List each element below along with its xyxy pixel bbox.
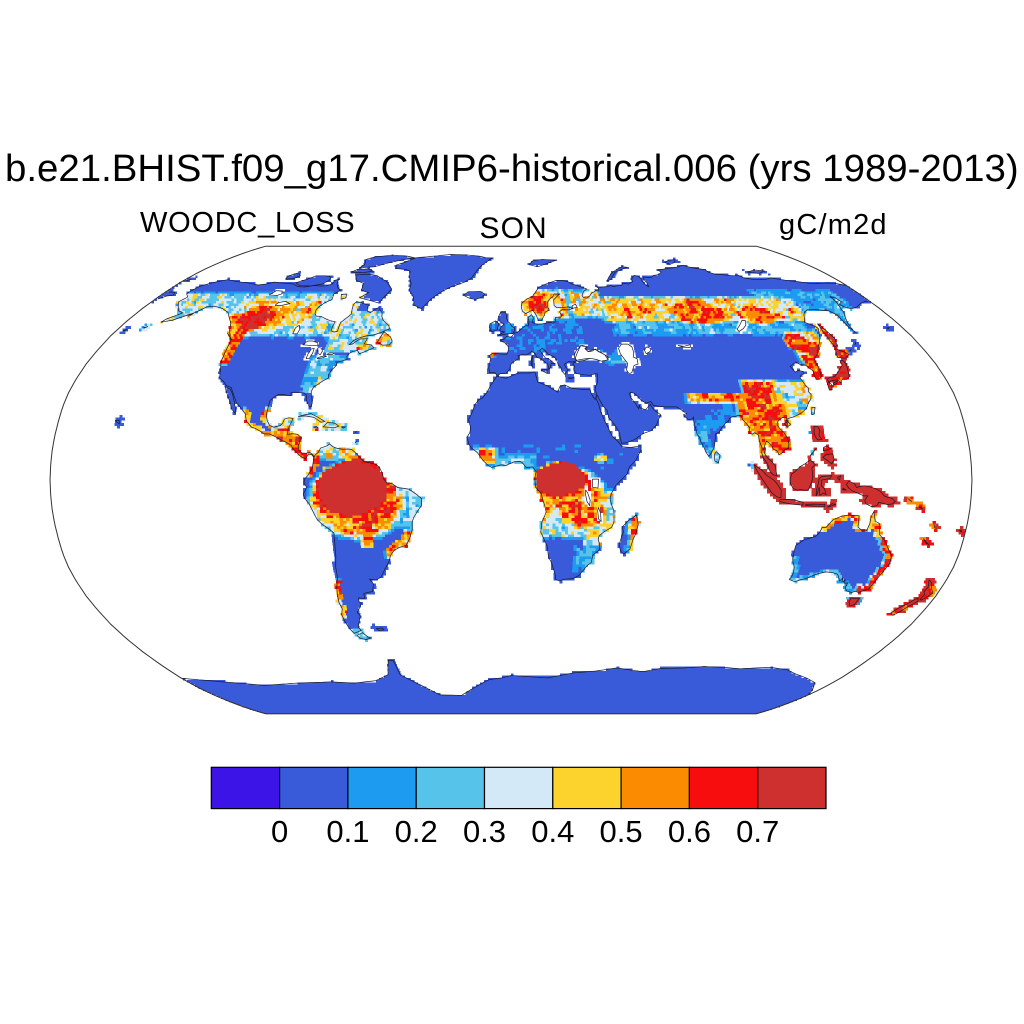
svg-text:0.4: 0.4 — [531, 814, 574, 849]
svg-text:0.1: 0.1 — [326, 814, 369, 849]
svg-text:0.2: 0.2 — [395, 814, 438, 849]
svg-text:0.5: 0.5 — [600, 814, 643, 849]
svg-text:0.6: 0.6 — [668, 814, 711, 849]
svg-text:0.7: 0.7 — [736, 814, 779, 849]
svg-text:0.3: 0.3 — [463, 814, 506, 849]
svg-text:0: 0 — [271, 814, 288, 849]
